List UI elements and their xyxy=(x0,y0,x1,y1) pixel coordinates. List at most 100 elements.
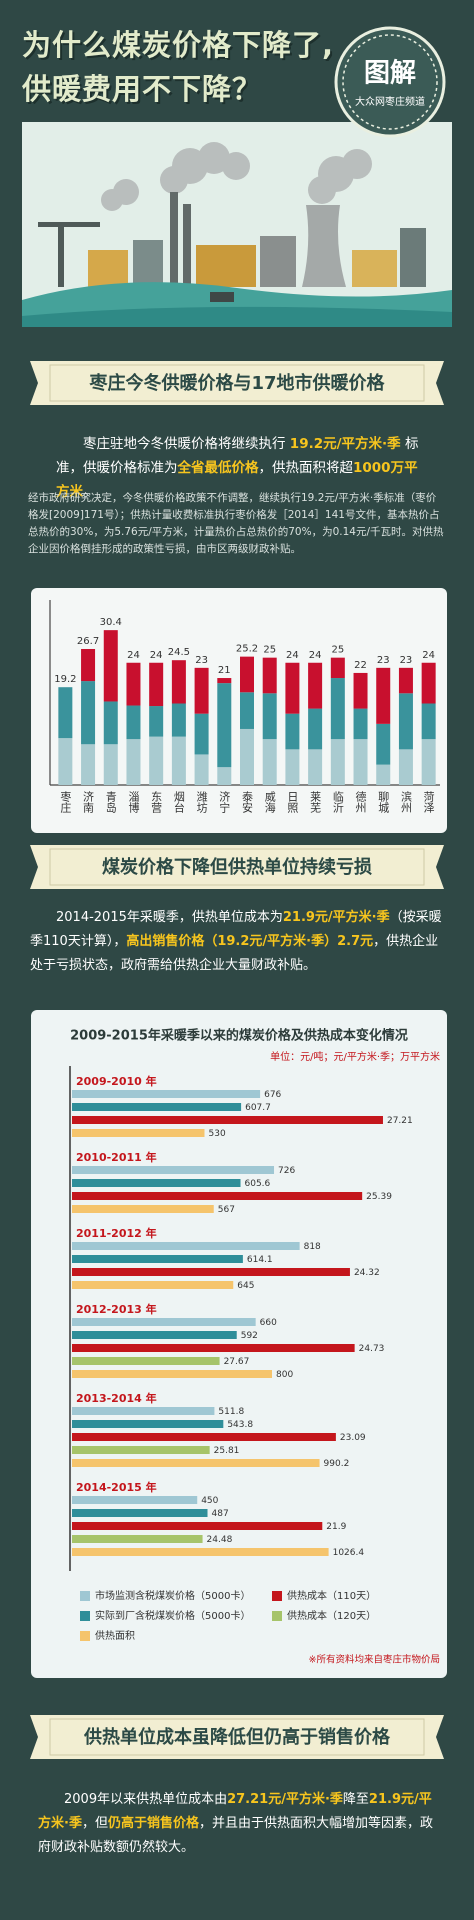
value-label: 800 xyxy=(276,1370,293,1380)
value-label: 24.5 xyxy=(168,647,190,658)
bar-segment xyxy=(194,667,209,714)
smoke xyxy=(342,149,372,179)
legend-label: 供热成本（110天） xyxy=(287,1589,376,1602)
bar-segment xyxy=(353,672,368,709)
value-label: 487 xyxy=(212,1509,229,1519)
bar-segment xyxy=(240,692,254,729)
highlight-text: 高出销售价格（19.2元/平方米·季）2.7元 xyxy=(126,934,374,949)
category-label: 2014-2015 年 xyxy=(76,1480,157,1494)
text: ，供热面积将超 xyxy=(258,460,354,476)
legend-label: 市场监测含税煤炭价格（5000卡） xyxy=(95,1589,250,1602)
building xyxy=(133,240,163,287)
bar-segment xyxy=(103,701,118,745)
highlight-text: 21.9元/平方米·季 xyxy=(38,1792,432,1831)
value-label: 21 xyxy=(218,665,231,676)
category-label: 2010-2011 年 xyxy=(76,1150,157,1164)
bar xyxy=(72,1179,241,1187)
x-tick-label: 潍坊 xyxy=(195,791,208,813)
chart-title: 2009-2015年采暖季以来的煤炭价格及供热成本变化情况 xyxy=(70,1028,408,1044)
section-heading: 煤炭价格下降但供热单位持续亏损 xyxy=(102,856,372,878)
legend-label: 供热成本（120天） xyxy=(287,1609,376,1622)
x-tick-label: 日照 xyxy=(286,791,299,814)
highlight-text: 仍高于销售价格 xyxy=(107,1816,199,1831)
value-label: 450 xyxy=(201,1496,218,1506)
category-label: 2013-2014 年 xyxy=(76,1391,157,1405)
bar-segment xyxy=(103,630,118,702)
x-tick-label: 聊城 xyxy=(377,790,390,813)
paragraph: 经市政府研究决定，今冬供暖价格政策不作调整，继续执行19.2元/平方米·季标准（… xyxy=(28,490,446,558)
bar xyxy=(72,1192,363,1200)
bar xyxy=(72,1255,243,1263)
bar-segment xyxy=(330,678,345,740)
value-label: 24.32 xyxy=(354,1268,380,1278)
value-label: 25.39 xyxy=(366,1192,392,1202)
bar xyxy=(72,1103,242,1111)
bar-segment xyxy=(353,739,368,785)
bar-segment xyxy=(171,736,186,785)
legend-swatch xyxy=(80,1591,90,1601)
bar-segment xyxy=(126,739,141,785)
x-tick-label: 东营 xyxy=(150,791,163,814)
bar-segment xyxy=(285,662,300,714)
category-label: 2011-2012 年 xyxy=(76,1226,157,1240)
bar xyxy=(72,1535,203,1543)
bar-segment xyxy=(171,703,186,737)
banner-stripe xyxy=(49,848,425,886)
building xyxy=(260,236,296,287)
bar xyxy=(72,1509,208,1517)
value-label: 23.09 xyxy=(340,1433,366,1443)
bar-segment xyxy=(126,662,141,706)
bar-segment xyxy=(217,678,232,684)
value-label: 30.4 xyxy=(100,617,122,628)
bar xyxy=(72,1344,355,1352)
x-tick-label: 济宁 xyxy=(218,790,231,813)
x-tick-label: 枣庄 xyxy=(59,791,72,814)
banner-stripe xyxy=(49,364,425,402)
highlight-text: 全省最低价格 xyxy=(177,460,259,476)
paragraph: 枣庄驻地今冬供暖价格将继续执行 19.2元/平方米·季 标准，供暖价格标准为全省… xyxy=(56,432,426,504)
building xyxy=(183,204,191,287)
value-label: 25 xyxy=(263,645,276,656)
section-heading: 枣庄今冬供暖价格与17地市供暖价格 xyxy=(88,372,385,394)
legend-swatch xyxy=(80,1611,90,1621)
title-line: 为什么煤炭价格下降了, xyxy=(22,28,335,62)
value-label: 592 xyxy=(241,1331,258,1341)
bar-segment xyxy=(149,662,164,707)
smoke xyxy=(113,179,139,205)
value-label: 23 xyxy=(400,655,413,666)
bar xyxy=(72,1459,320,1467)
value-label: 990.2 xyxy=(324,1459,350,1469)
value-label: 607.7 xyxy=(245,1103,271,1113)
value-label: 26.7 xyxy=(77,636,99,647)
x-tick-label: 莱芜 xyxy=(309,791,322,813)
banner xyxy=(30,1715,444,1759)
x-tick-label: 滨州 xyxy=(399,790,412,813)
highlight-text: 19.2元/平方米·季 xyxy=(289,436,401,452)
hill xyxy=(22,306,452,327)
truck xyxy=(210,292,234,302)
text: 降至 xyxy=(342,1792,369,1807)
bar-segment xyxy=(81,744,96,785)
value-label: 25 xyxy=(331,645,344,656)
bar-segment xyxy=(398,667,413,694)
bar xyxy=(72,1242,300,1250)
text: 2014-2015年采暖季，供热单位成本为 xyxy=(56,910,283,925)
highlight-text: 1000万平方米 xyxy=(56,460,418,500)
smoke xyxy=(222,152,250,180)
value-label: 24 xyxy=(150,650,163,661)
banner-stripe xyxy=(49,1718,425,1756)
stamp-title: 图解 xyxy=(364,59,416,89)
building xyxy=(352,250,397,287)
bar-segment xyxy=(171,660,186,704)
building xyxy=(400,228,426,287)
title-line: 供暖费用不下降？ xyxy=(22,72,263,106)
x-tick-label: 济南 xyxy=(82,790,95,813)
value-label: 543.8 xyxy=(227,1420,253,1430)
bar xyxy=(72,1357,220,1365)
text: ，但 xyxy=(81,1816,108,1831)
crane-arm xyxy=(38,222,100,227)
value-label: 22 xyxy=(354,660,367,671)
text: 。 xyxy=(83,484,97,500)
text: 2009年以来供热单位成本由 xyxy=(64,1792,228,1807)
text: 枣庄驻地今冬供暖价格将继续执行 xyxy=(83,436,290,452)
